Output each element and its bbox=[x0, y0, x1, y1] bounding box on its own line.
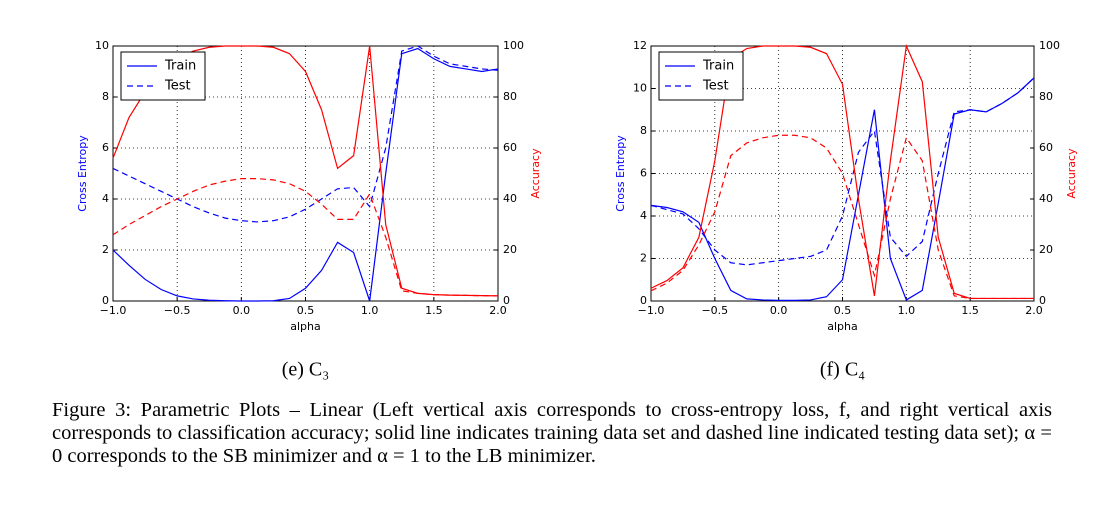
y2-tick-label: 100 bbox=[1039, 39, 1060, 52]
y-tick-label: 6 bbox=[640, 167, 647, 180]
legend-label: Test bbox=[164, 79, 191, 94]
plot-frame bbox=[650, 45, 1035, 302]
x-axis-label: alpha bbox=[290, 320, 321, 333]
x-tick-label: 1.5 bbox=[425, 304, 443, 317]
x-tick-label: 2.0 bbox=[1025, 304, 1043, 317]
x-tick-label: 0.0 bbox=[770, 304, 788, 317]
y-tick-label: 2 bbox=[102, 243, 109, 256]
line-series bbox=[650, 134, 1034, 300]
figure-caption: Figure 3: Parametric Plots – Linear (Lef… bbox=[52, 399, 1052, 467]
y2-axis-label: Accuracy bbox=[529, 148, 542, 199]
line-series bbox=[112, 47, 499, 302]
line-series bbox=[650, 77, 1035, 266]
legend-box bbox=[658, 51, 744, 101]
y2-tick-label: 100 bbox=[503, 39, 524, 52]
legend-label: Train bbox=[702, 59, 734, 74]
y2-tick-label: 80 bbox=[1039, 90, 1053, 103]
line-series bbox=[112, 178, 499, 297]
x-tick-label: 1.5 bbox=[961, 304, 979, 317]
y-axis-label: Cross Entropy bbox=[76, 135, 89, 212]
y-tick-label: 8 bbox=[102, 90, 109, 103]
y-tick-label: 10 bbox=[95, 39, 109, 52]
y2-tick-label: 60 bbox=[1039, 141, 1053, 154]
x-tick-label: 1.0 bbox=[898, 304, 916, 317]
y-tick-label: 4 bbox=[640, 209, 647, 222]
x-tick-label: 2.0 bbox=[489, 304, 507, 317]
y-tick-label: 6 bbox=[102, 141, 109, 154]
y2-tick-label: 40 bbox=[503, 192, 517, 205]
subfigure-caption: (f) C₄ bbox=[820, 359, 865, 381]
y-tick-label: 4 bbox=[102, 192, 109, 205]
x-axis-label: alpha bbox=[827, 320, 858, 333]
y-tick-label: 8 bbox=[640, 124, 647, 137]
x-tick-label: −1.0 bbox=[638, 304, 665, 317]
y2-tick-label: 60 bbox=[503, 141, 517, 154]
y2-axis-label: Accuracy bbox=[1065, 148, 1078, 199]
legend-label: Train bbox=[164, 59, 196, 74]
line-series bbox=[650, 43, 1034, 300]
x-tick-label: −0.5 bbox=[164, 304, 191, 317]
y-tick-label: 0 bbox=[102, 294, 109, 307]
y-tick-label: 0 bbox=[640, 294, 647, 307]
subfigure-caption: (e) C₃ bbox=[282, 359, 330, 381]
y2-tick-label: 40 bbox=[1039, 192, 1053, 205]
y2-tick-label: 0 bbox=[1039, 294, 1046, 307]
x-tick-label: 0.5 bbox=[297, 304, 315, 317]
y-axis-label: Cross Entropy bbox=[614, 135, 627, 212]
y-tick-label: 12 bbox=[633, 39, 647, 52]
y-tick-label: 2 bbox=[640, 252, 647, 265]
x-tick-label: 0.0 bbox=[233, 304, 251, 317]
legend-label: Test bbox=[702, 79, 729, 94]
y2-tick-label: 80 bbox=[503, 90, 517, 103]
x-tick-label: −1.0 bbox=[100, 304, 127, 317]
y2-tick-label: 0 bbox=[503, 294, 510, 307]
legend-box bbox=[120, 51, 206, 101]
plot-frame bbox=[112, 45, 499, 302]
y-tick-label: 10 bbox=[633, 82, 647, 95]
y2-tick-label: 20 bbox=[503, 243, 517, 256]
x-tick-label: 0.5 bbox=[834, 304, 852, 317]
y2-tick-label: 20 bbox=[1039, 243, 1053, 256]
x-tick-label: 1.0 bbox=[361, 304, 379, 317]
x-tick-label: −0.5 bbox=[701, 304, 728, 317]
figure: −1.0 −0.5 0.0 0.5 1.0 1.5 2.002468100204060801… bbox=[76, 39, 1078, 381]
